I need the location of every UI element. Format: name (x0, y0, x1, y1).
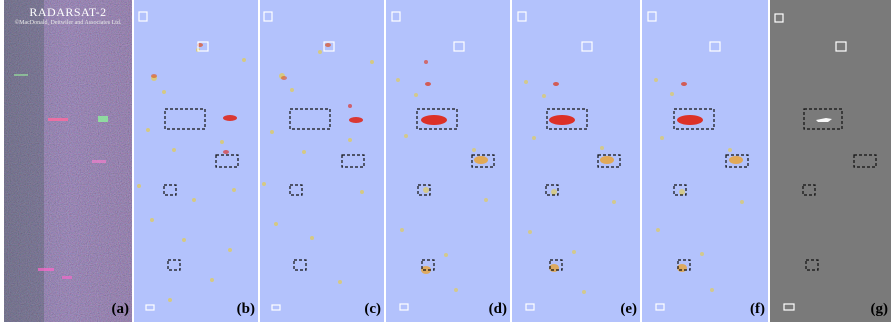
panel-d: (d) (386, 0, 510, 322)
panel-label-f: (f) (750, 301, 765, 317)
panel-c: (c) (260, 0, 384, 322)
ground-truth-map (770, 0, 891, 322)
panel-label-e: (e) (620, 301, 637, 317)
sar-image (4, 0, 132, 322)
panel-label-d: (d) (488, 301, 507, 317)
detection-map-e (512, 0, 640, 322)
panel-f: (f) (642, 0, 768, 322)
satellite-copyright: ©MacDonald, Dettwiler and Associates Ltd… (14, 20, 122, 26)
panel-label-a: (a) (111, 301, 130, 317)
panel-label-b: (b) (236, 301, 255, 317)
detection-map-b (134, 0, 258, 322)
panel-a: RADARSAT-2 ©MacDonald, Dettwiler and Ass… (4, 0, 132, 322)
panel-b: (b) (134, 0, 258, 322)
panel-label-g: (g) (870, 301, 889, 317)
panel-label-c: (c) (364, 301, 381, 317)
panel-e: (e) (512, 0, 640, 322)
detection-map-c (260, 0, 384, 322)
satellite-title: RADARSAT-2 (29, 5, 107, 19)
detection-map-d (386, 0, 510, 322)
detection-map-f (642, 0, 768, 322)
panel-g: (g) (770, 0, 891, 322)
